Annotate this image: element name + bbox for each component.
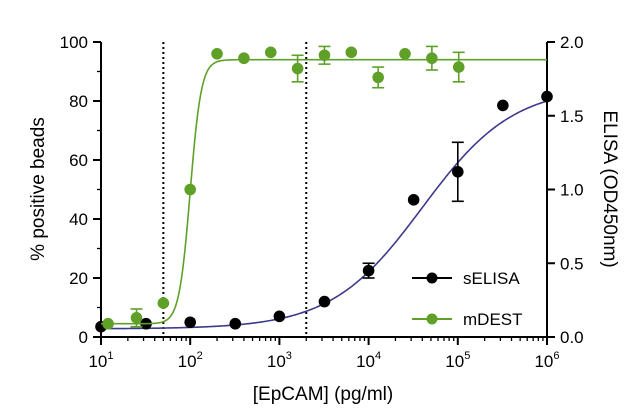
data-point-mdest (291, 62, 304, 75)
data-point-selisa (452, 166, 464, 178)
y-left-tick-label: 100 (60, 33, 88, 52)
data-point-mdest (264, 46, 277, 59)
data-point-selisa (229, 317, 242, 330)
data-point-mdest (318, 49, 331, 62)
y-axis-left-title: % positive beads (28, 117, 49, 261)
data-point-mdest (157, 297, 170, 309)
data-point-mdest (130, 312, 143, 324)
data-point-mdest (345, 46, 358, 59)
data-point-mdest (372, 71, 384, 84)
y-left-tick-label: 80 (69, 92, 88, 111)
data-point-selisa (541, 90, 553, 103)
legend-marker-mdest (426, 313, 438, 325)
y-right-tick-label: 1.0 (560, 181, 584, 200)
y-right-tick-label: 2.0 (560, 33, 584, 52)
y-right-tick-label: 0.5 (560, 254, 584, 273)
x-tick-label: 104 (356, 350, 381, 371)
y-right-tick-label: 1.5 (560, 107, 584, 126)
plot-area: 101 102 103 104 105 106 0 20 40 60 80 100 0.0 0.5 1.0 1… (60, 33, 584, 371)
y-left-tick-label: 40 (69, 210, 88, 229)
data-point-selisa (184, 316, 196, 329)
legend-label-mdest: mDEST (463, 310, 523, 329)
y-right-tick-label: 0.0 (560, 328, 584, 347)
data-point-selisa (407, 194, 420, 206)
x-axis-title: [EpCAM] (pg/ml) (253, 384, 393, 405)
y-axis-right-title: ELISA (OD450nm) (599, 110, 620, 267)
legend: sELISA mDEST (412, 269, 523, 329)
y-left-tick-label: 20 (69, 269, 88, 288)
data-point-selisa (318, 295, 331, 308)
y-left-tick-label: 0 (79, 328, 88, 347)
data-point-mdest (452, 61, 465, 73)
x-tick-label: 105 (445, 350, 470, 371)
x-tick-label: 101 (88, 350, 113, 371)
y-left-tick-label: 60 (69, 151, 88, 170)
x-tick-label: 102 (178, 350, 203, 371)
data-point-mdest (399, 48, 411, 60)
data-point-mdest (426, 52, 438, 65)
data-point-selisa (497, 99, 509, 112)
data-point-mdest (102, 317, 114, 330)
data-point-mdest (184, 183, 196, 196)
data-point-mdest (211, 48, 223, 60)
x-tick-label: 106 (534, 350, 559, 371)
fit-curve-selisa (100, 100, 548, 330)
data-point-mdest (238, 52, 250, 65)
x-tick-label: 103 (267, 350, 292, 371)
data-point-selisa (273, 310, 286, 323)
data-point-selisa (362, 264, 375, 277)
legend-label-selisa: sELISA (463, 269, 520, 288)
legend-marker-selisa (426, 272, 438, 284)
